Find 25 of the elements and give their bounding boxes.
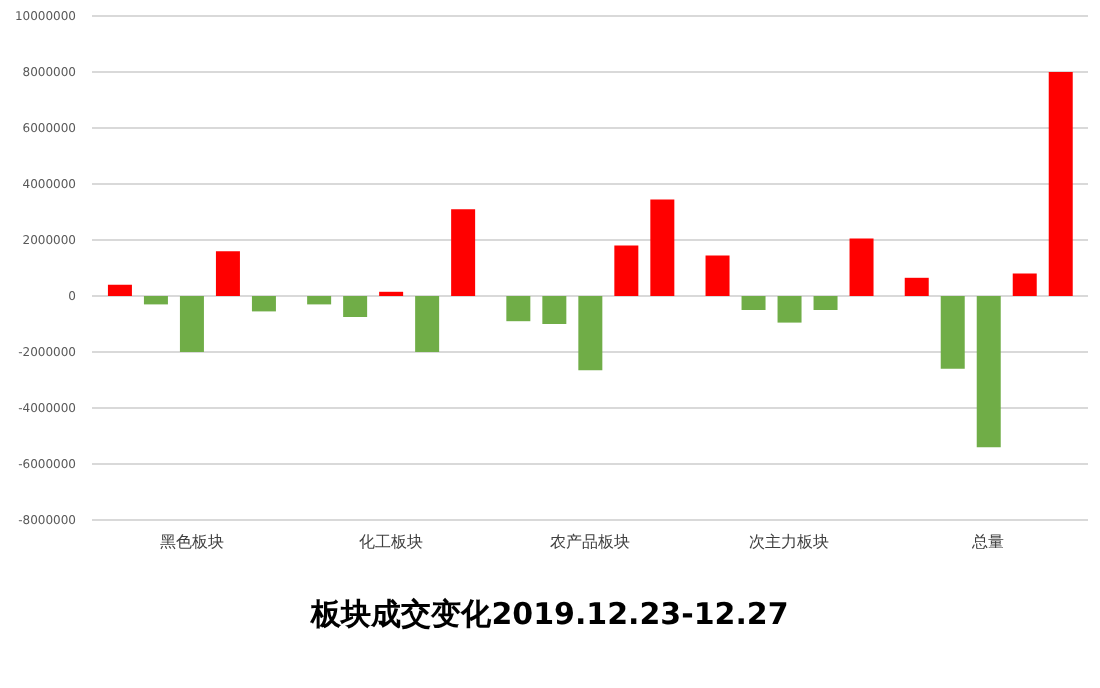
bar	[343, 296, 368, 317]
bar	[705, 255, 730, 296]
x-tick-label: 次主力板块	[749, 533, 830, 552]
bar	[578, 296, 603, 371]
bar	[451, 209, 476, 296]
bar	[1048, 72, 1073, 296]
x-tick-label: 总量	[970, 533, 1005, 552]
bar	[849, 238, 874, 296]
bar	[940, 296, 965, 369]
bar	[215, 251, 240, 296]
bar	[904, 277, 929, 296]
x-tick-label: 黑色板块	[159, 533, 224, 552]
text: 板块成交变化2019.12.23-12.27	[308, 596, 791, 634]
bar	[976, 296, 1001, 448]
bar	[650, 199, 675, 296]
bar	[1012, 273, 1037, 296]
bar	[143, 296, 168, 305]
bar	[179, 296, 204, 352]
bar	[614, 245, 639, 296]
bar	[741, 296, 766, 310]
x-tick-label: 农产品板块	[550, 533, 630, 552]
bar	[777, 296, 802, 323]
x-tick-label: 化工板块	[358, 533, 423, 552]
bar	[542, 296, 567, 324]
bar	[107, 284, 132, 296]
